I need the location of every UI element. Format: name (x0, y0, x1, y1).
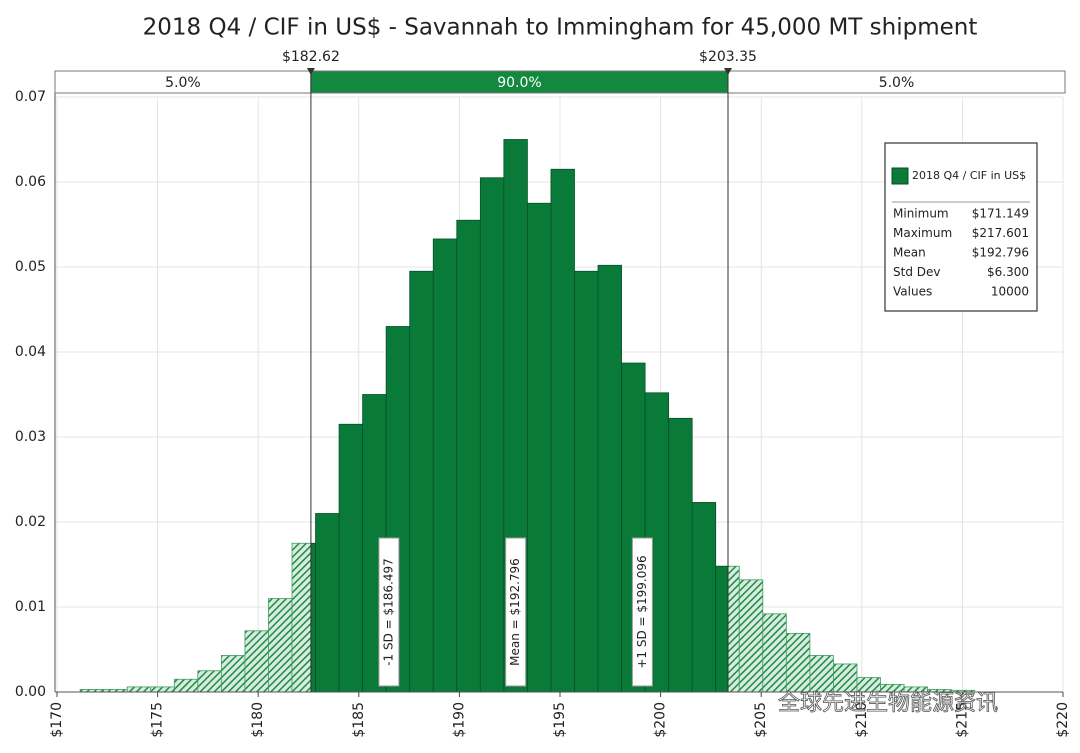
bar-tail (268, 598, 293, 693)
delimiter-label: $203.35 (699, 49, 757, 65)
y-tick-label: 0.02 (15, 514, 46, 530)
y-tick-label: 0.04 (15, 344, 46, 360)
bar (668, 417, 693, 693)
marker-box (631, 537, 653, 687)
bar (315, 513, 340, 693)
legend-stat-value: $6.300 (987, 265, 1029, 279)
chart-title: 2018 Q4 / CIF in US$ - Savannah to Immin… (143, 15, 978, 41)
marker-label: +1 SD = $199.096 (635, 555, 649, 668)
bar (479, 177, 505, 693)
bar (527, 202, 552, 693)
bar-tail (809, 655, 834, 693)
y-tick-label: 0.00 (15, 684, 46, 700)
bar (574, 270, 599, 693)
x-tick-label: $180 (250, 702, 266, 738)
bar-tail (244, 630, 269, 693)
x-tick-label: $185 (351, 702, 367, 738)
y-tick-label: 0.05 (15, 259, 46, 275)
legend-stat-label: Std Dev (893, 265, 940, 279)
bar-tail (197, 670, 222, 693)
x-tick-label: $195 (552, 702, 568, 738)
bar (432, 238, 458, 693)
bar-tail (856, 677, 881, 693)
bar-tail (220, 655, 246, 693)
legend-stat-label: Minimum (893, 207, 949, 221)
marker-label: Mean = $192.796 (508, 558, 522, 666)
x-tick-label: $215 (954, 702, 970, 738)
legend-stat-value: $192.796 (972, 246, 1029, 260)
region-label: 5.0% (879, 75, 915, 91)
x-tick-label: $220 (1055, 702, 1071, 738)
bar-tail (173, 678, 199, 693)
region-label: 5.0% (165, 75, 201, 91)
bar-tail (291, 542, 312, 693)
region-label: 90.0% (497, 75, 541, 91)
legend-stat-value: 10000 (991, 285, 1029, 299)
legend-stat-label: Maximum (893, 226, 952, 240)
bar-tail (126, 686, 152, 693)
x-tick-label: $205 (753, 702, 769, 738)
bar (338, 423, 364, 693)
delimiter-marker (306, 68, 315, 75)
bar-tail (785, 632, 811, 693)
bar (715, 565, 729, 693)
marker-box (505, 537, 527, 687)
bar (550, 168, 575, 693)
x-tick-label: $190 (451, 702, 467, 738)
legend-stat-value: $217.601 (972, 226, 1029, 240)
legend-box (884, 142, 1038, 312)
x-tick-label: $170 (49, 702, 65, 738)
legend-stat-value: $171.149 (972, 207, 1029, 221)
legend-name: 2018 Q4 / CIF in US$ (912, 169, 1026, 182)
bar (310, 542, 316, 693)
delimiter-marker (724, 68, 733, 75)
y-tick-label: 0.03 (15, 429, 46, 445)
x-tick-label: $200 (653, 702, 669, 738)
legend-stat-label: Values (893, 285, 932, 299)
marker-label: -1 SD = $186.497 (381, 558, 395, 666)
y-tick-label: 0.07 (15, 89, 46, 105)
bar-tail (738, 579, 764, 693)
bar-tail (727, 565, 740, 693)
bar-tail (150, 686, 175, 693)
delimiter-label: $182.62 (282, 49, 340, 65)
y-tick-label: 0.01 (15, 599, 46, 615)
bar (456, 219, 481, 693)
x-tick-label: $175 (150, 702, 166, 738)
legend-swatch (891, 167, 909, 185)
marker-box (378, 537, 400, 687)
bar (409, 270, 434, 693)
x-tick-label: $210 (854, 702, 870, 738)
bar (691, 502, 717, 693)
y-tick-label: 0.06 (15, 174, 46, 190)
bar (597, 264, 622, 693)
bar-tail (762, 613, 787, 693)
legend-stat-label: Mean (893, 246, 926, 260)
bar-tail (833, 663, 858, 693)
watermark: 全球先进生物能源资讯 (778, 691, 998, 716)
